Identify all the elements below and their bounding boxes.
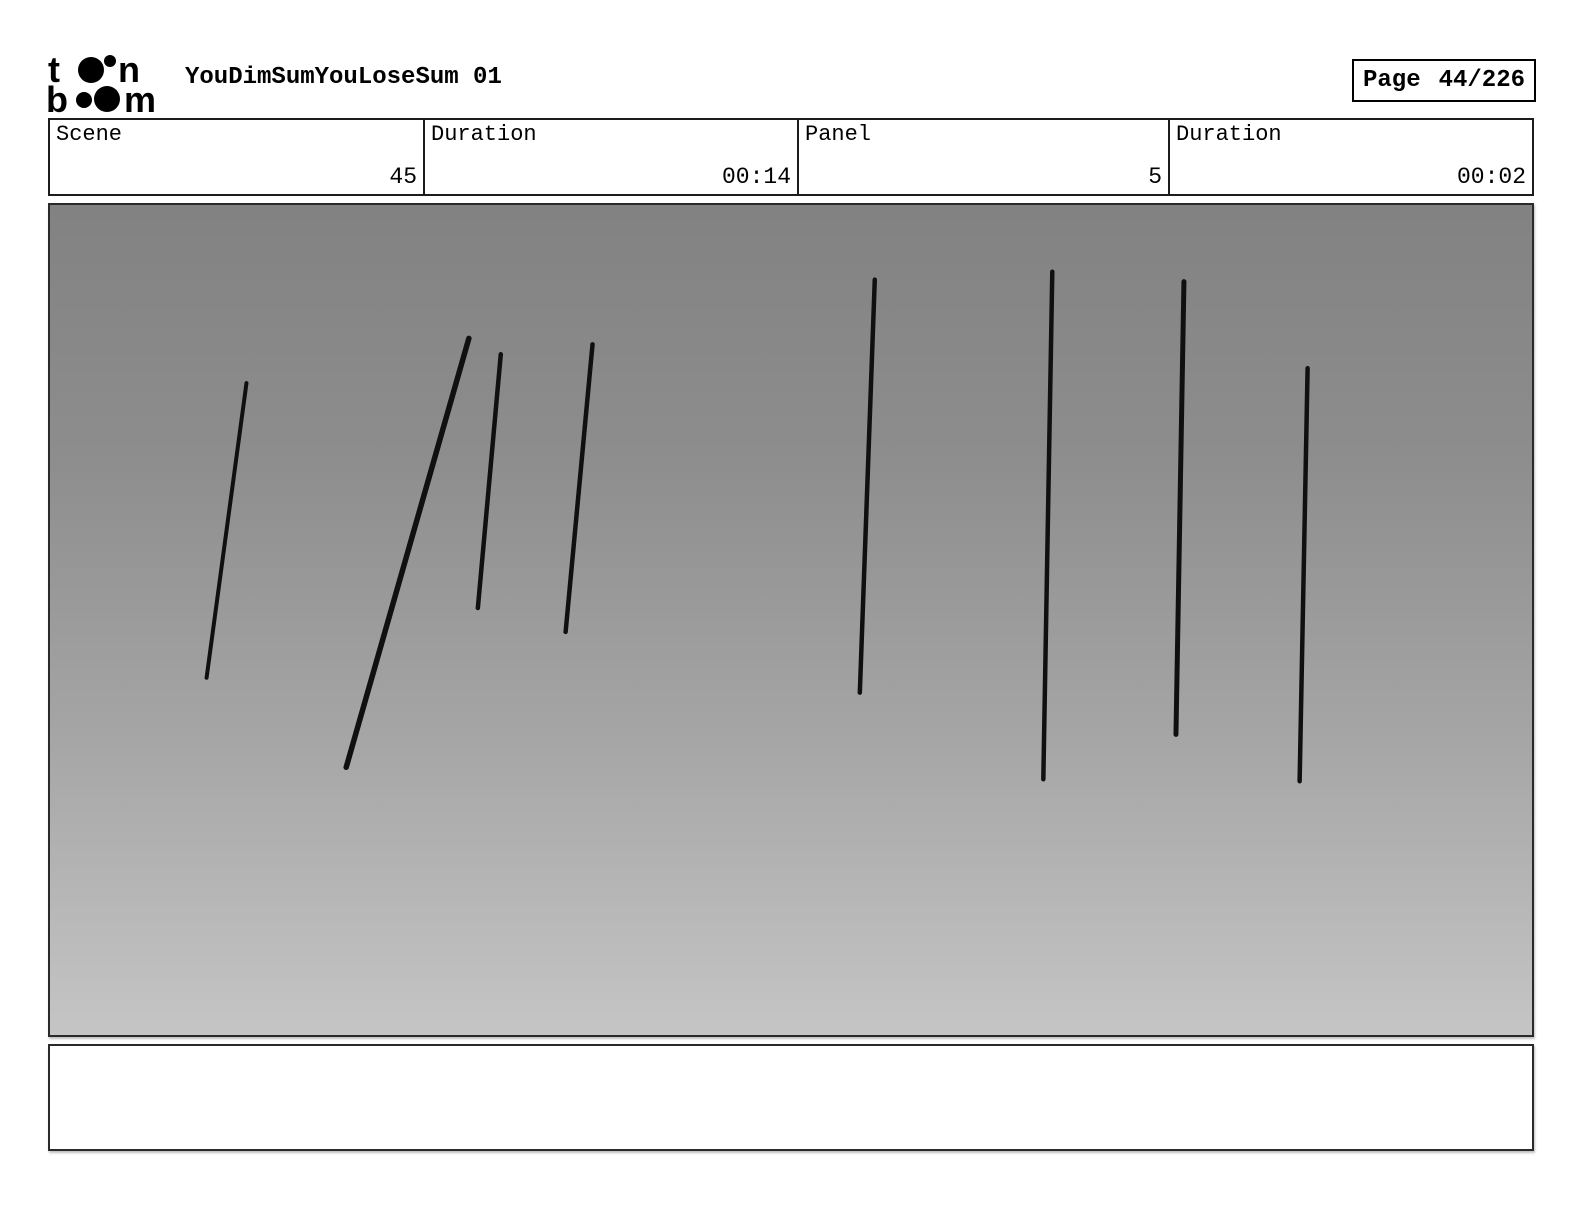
scene-duration-label: Duration [431,122,537,147]
scene-label: Scene [56,122,123,147]
sketch-stroke [1173,279,1187,737]
logo-dot [78,57,104,83]
logo-dot [104,55,116,67]
panel-duration-label: Duration [1176,122,1282,147]
scene-cell: Scene 45 [50,120,425,194]
panel-label: Panel [805,122,872,147]
info-table: Scene 45 Duration 00:14 Panel 5 Duration… [48,118,1534,196]
panel-duration-value: 00:02 [1456,164,1526,190]
page-value: 44/226 [1438,67,1525,94]
caption-box [48,1044,1534,1151]
logo-dot [94,86,120,112]
sketch-stroke [1041,269,1055,782]
logo-letter-b: b [46,79,68,114]
page-label: Page [1363,67,1421,94]
sketch-stroke [343,335,472,771]
storyboard-drawing-panel [48,203,1534,1037]
logo-dot [76,92,92,108]
sketch-stroke [204,381,249,680]
logo-letter-n: n [118,50,140,90]
toonboom-logo: t n b m [46,50,156,114]
sketch-strokes [204,269,1310,784]
scene-value: 45 [389,164,417,190]
logo-letter-m: m [124,79,156,114]
scene-duration-value: 00:14 [721,164,791,190]
panel-value: 5 [1148,164,1162,190]
sketch-stroke [475,352,504,611]
logo-letter-t: t [48,50,60,90]
project-title: YouDimSumYouLoseSum 01 [185,64,502,91]
sketch-stroke [857,277,878,695]
page-counter-box: Page 44/226 [1352,59,1536,102]
scene-duration-cell: Duration 00:14 [425,120,799,194]
sketch-stroke [563,342,595,635]
panel-duration-cell: Duration 00:02 [1170,120,1532,194]
sketch-stroke [1297,365,1310,784]
panel-cell: Panel 5 [799,120,1170,194]
